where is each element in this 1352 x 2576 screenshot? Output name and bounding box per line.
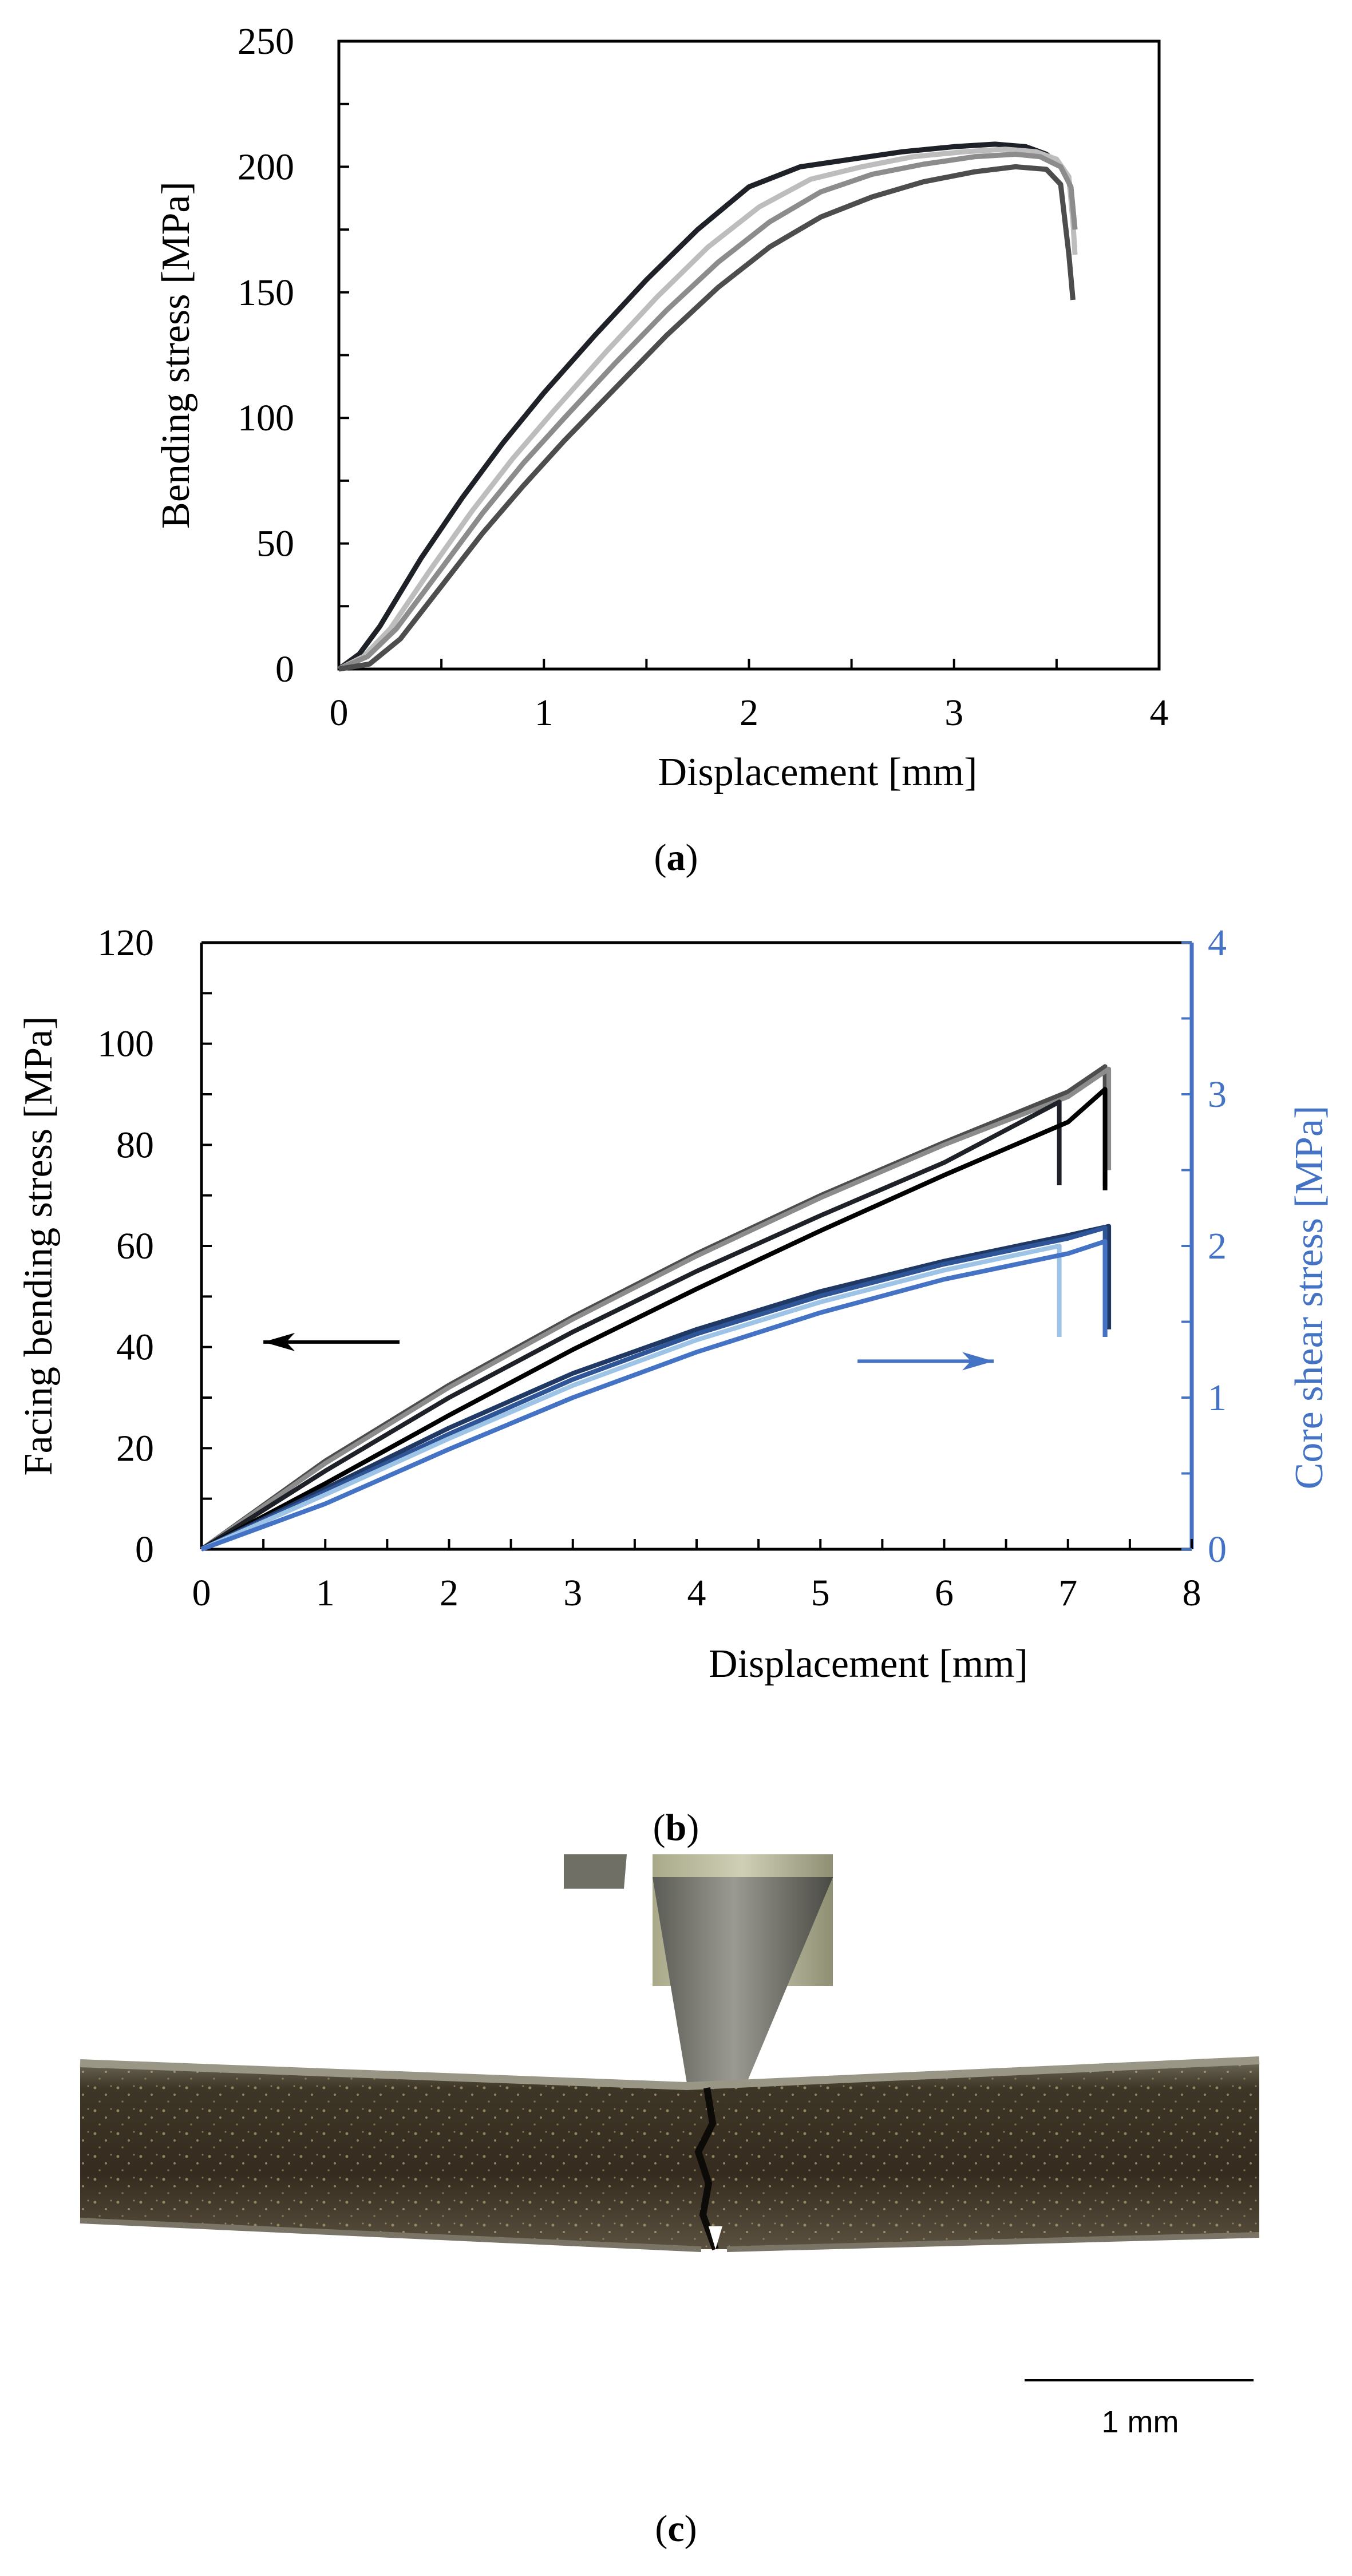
arrow-head-right	[962, 1352, 994, 1371]
x-tick-label: 8	[1183, 1572, 1201, 1614]
caption-b: (b)	[653, 1807, 699, 1849]
indenter	[564, 1854, 833, 2102]
y-tick-label: 80	[116, 1124, 154, 1166]
x-tick-label: 4	[687, 1572, 706, 1614]
y-tick-label: 0	[135, 1529, 154, 1570]
x-tick-label: 4	[1150, 692, 1169, 734]
chart-a: 0 1 2 3 4 0 50 100 150 200 250 Displacement [mm] Ben…	[154, 21, 1169, 879]
y-tick-label: 250	[238, 21, 294, 62]
x-tick-label: 1	[316, 1572, 335, 1614]
x-tick-label: 0	[330, 692, 349, 734]
x-axis-title: Displacement [mm]	[658, 750, 978, 794]
x-tick-label: 3	[944, 692, 963, 734]
y-tick-label: 150	[238, 272, 294, 314]
y-tick-label: 200	[238, 146, 294, 188]
x-tick-label: 7	[1058, 1572, 1077, 1614]
x-tick-label: 5	[811, 1572, 830, 1614]
x-tick-label: 2	[440, 1572, 458, 1614]
y-tick-label: 20	[116, 1427, 154, 1469]
x-tick-label: 6	[935, 1572, 954, 1614]
y-right-axis-title: Core shear stress [MPa]	[1287, 1106, 1331, 1490]
chart-b: 0 1 2 3 4 5 6 7 802040608010012001234Displacemen…	[17, 922, 1331, 1849]
y-tick-label: 120	[97, 922, 154, 964]
y-right-tick-label: 2	[1208, 1225, 1227, 1267]
caption-c: (c)	[655, 2508, 697, 2550]
caption-a: (a)	[654, 837, 698, 879]
series-b-3	[200, 1099, 1062, 1552]
y-right-tick-label: 4	[1208, 922, 1227, 964]
series-a-2	[337, 147, 1078, 672]
x-tick-label: 3	[563, 1572, 582, 1614]
series-a-3	[338, 152, 1078, 672]
x-tick-label: 0	[192, 1572, 211, 1614]
fracture-photo: 1 mm (c)	[80, 1854, 1260, 2550]
series-b-8	[200, 1239, 1108, 1552]
y-tick-label: 50	[256, 523, 294, 565]
y-axis-title: Bending stress [MPa]	[154, 181, 198, 529]
y-tick-label: 60	[116, 1225, 154, 1267]
series-b-7	[200, 1244, 1062, 1552]
y-right-tick-label: 1	[1208, 1377, 1227, 1419]
x-axis-title: Displacement [mm]	[709, 1642, 1028, 1686]
y-axis-title: Facing bending stress [MPa]	[17, 1016, 61, 1476]
y-tick-label: 100	[97, 1023, 154, 1065]
y-right-tick-label: 0	[1208, 1529, 1227, 1570]
series-a-1	[337, 141, 1074, 671]
y-tick-label: 40	[116, 1327, 154, 1368]
plot-frame	[337, 39, 1161, 671]
crack	[694, 2087, 719, 2251]
y-tick-label: 100	[238, 397, 294, 439]
arrow-head-left	[263, 1332, 295, 1351]
x-tick-label: 1	[535, 692, 554, 734]
series-b-2	[200, 1066, 1112, 1552]
series-b-4	[200, 1087, 1108, 1552]
y-right-tick-label: 3	[1208, 1074, 1227, 1115]
series-b-6	[200, 1225, 1108, 1552]
series-a-4	[338, 164, 1076, 672]
scale-bar-label: 1 mm	[1102, 2405, 1179, 2439]
specimen	[80, 2056, 1260, 2252]
y-tick-label: 0	[275, 648, 294, 690]
x-tick-label: 2	[740, 692, 758, 734]
